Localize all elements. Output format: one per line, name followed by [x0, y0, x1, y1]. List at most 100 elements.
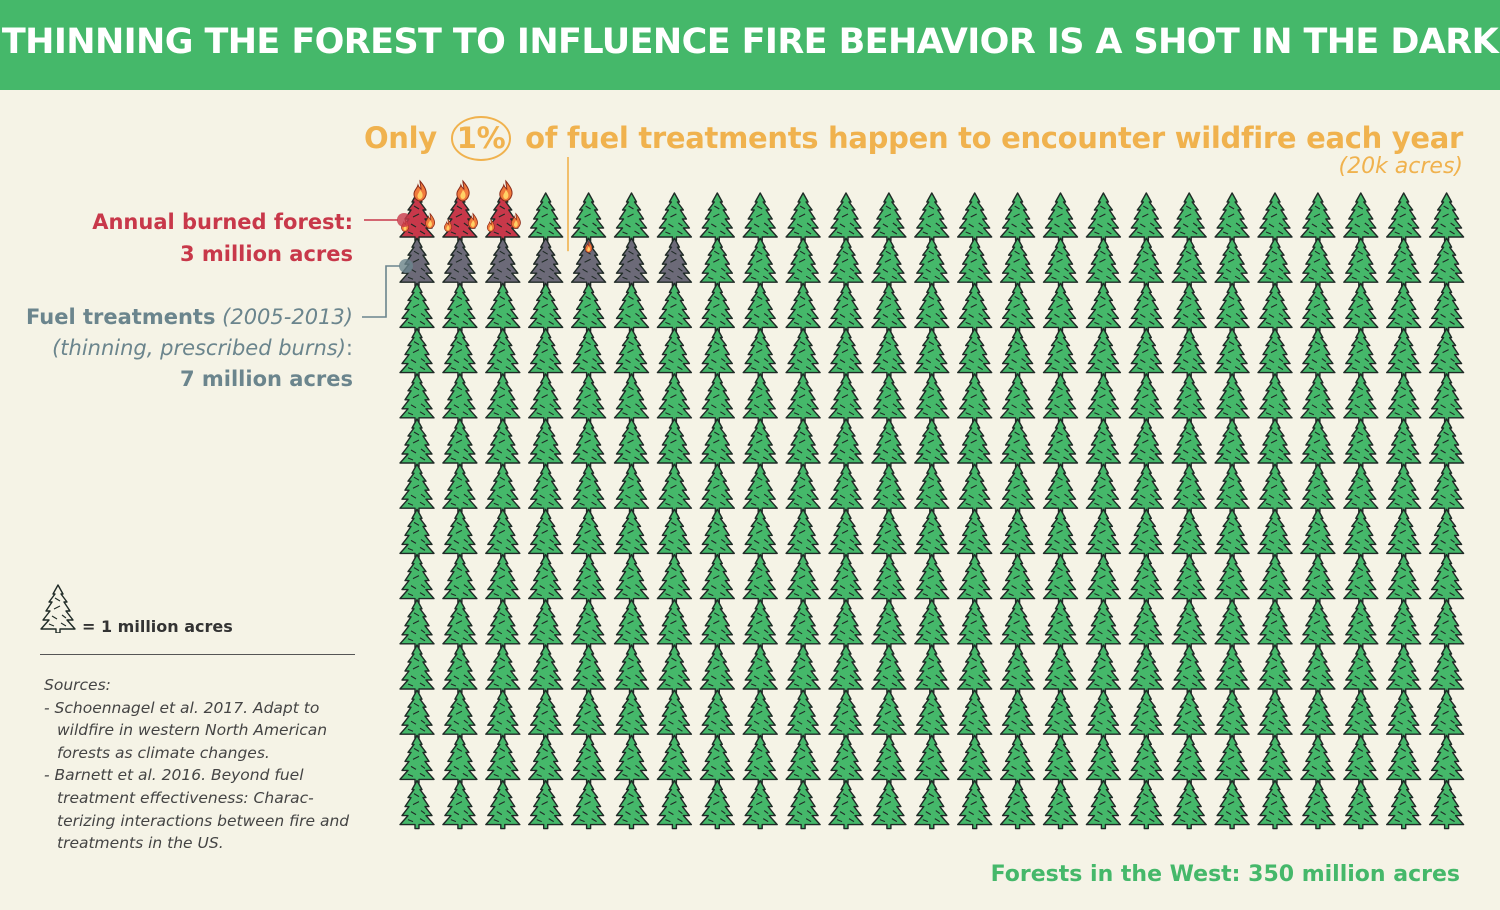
forest-tree-mark — [1171, 282, 1207, 333]
tree-slot — [613, 327, 650, 378]
forest-tree-mark — [1128, 553, 1165, 604]
tree-slot — [1171, 327, 1207, 378]
tree-slot — [442, 179, 478, 242]
forest-tree-mark — [1085, 373, 1122, 423]
tree-slot — [957, 373, 993, 423]
forest-tree-mark — [613, 599, 650, 649]
fire-icon — [499, 179, 513, 202]
forest-tree-mark — [1428, 689, 1465, 739]
forest-tree-mark — [1385, 373, 1422, 423]
tree-slot — [1257, 327, 1293, 378]
forest-tree-mark — [656, 463, 693, 513]
tree-slot — [828, 192, 864, 242]
tree-slot — [442, 734, 478, 785]
forest-tree-mark — [1257, 373, 1293, 423]
forest-tree-mark — [1042, 463, 1079, 513]
tree-slot — [1042, 644, 1079, 694]
forest-tree-mark — [828, 779, 864, 830]
tree-slot — [1214, 734, 1250, 785]
tree-slot — [957, 553, 993, 604]
tree-slot — [1171, 644, 1207, 694]
forest-tree-mark — [914, 418, 950, 468]
tree-slot — [485, 179, 521, 242]
forest-tree-mark — [999, 779, 1036, 830]
forest-tree-mark — [1428, 237, 1465, 287]
forest-tree-mark — [528, 599, 564, 649]
tree-slot — [570, 327, 607, 378]
forest-tree-mark — [699, 237, 735, 287]
forest-tree-mark — [570, 463, 607, 513]
tree-slot — [914, 327, 950, 378]
tree-slot — [1042, 734, 1079, 785]
fuel-label-years: (2005-2013) — [222, 305, 353, 329]
tree-slot — [613, 644, 650, 694]
tree-slot — [570, 282, 607, 333]
forest-tree-mark — [1300, 508, 1336, 559]
forest-tree-mark — [699, 553, 735, 604]
tree-slot — [828, 418, 864, 468]
forest-tree-mark — [785, 327, 821, 378]
forest-tree-mark — [1428, 508, 1465, 559]
tree-slot — [399, 179, 436, 242]
tree-slot — [742, 689, 778, 739]
forest-tree-mark — [1128, 237, 1165, 287]
forest-tree-mark — [999, 553, 1036, 604]
tree-slot — [914, 734, 950, 785]
forest-tree-mark — [914, 327, 950, 378]
forest-tree-mark — [1085, 282, 1122, 333]
headline-prefix: Only — [363, 121, 437, 155]
forest-tree-mark — [1171, 599, 1207, 649]
tree-slot — [957, 508, 993, 559]
forest-tree-mark — [914, 373, 950, 423]
forest-tree-mark — [1042, 373, 1079, 423]
tree-slot — [442, 237, 478, 287]
forest-tree-mark — [1128, 779, 1165, 830]
tree-slot — [656, 508, 693, 559]
burned-label: Annual burned forest: 3 million acres — [92, 206, 353, 270]
tree-slot — [399, 282, 435, 333]
source-item: - Barnett et al. 2016. Beyond fuel treat… — [44, 766, 350, 853]
tree-slot — [656, 599, 693, 649]
tree-slot — [1128, 553, 1165, 604]
tree-slot — [871, 282, 907, 333]
forest-tree-mark — [1257, 599, 1293, 649]
tree-slot — [528, 237, 564, 287]
forest-tree-mark — [1257, 463, 1293, 513]
forest-tree-mark — [1214, 373, 1250, 423]
forest-tree-mark — [485, 779, 521, 830]
tree-slot — [656, 779, 693, 830]
tree-slot — [570, 644, 607, 694]
tree-slot — [1214, 192, 1250, 242]
forest-tree-mark — [699, 508, 735, 559]
page-title: THINNING THE FOREST TO INFLUENCE FIRE BE… — [1, 22, 1499, 62]
tree-slot — [1128, 282, 1165, 333]
tree-slot — [1128, 644, 1165, 694]
forest-tree-mark — [871, 463, 907, 513]
tree-slot — [1257, 282, 1293, 333]
forest-tree-mark — [1085, 463, 1122, 513]
tree-slot — [871, 553, 907, 604]
tree-slot — [528, 327, 564, 378]
forest-tree-mark — [742, 282, 778, 333]
forest-tree-mark — [957, 689, 993, 739]
forest-tree-mark — [485, 734, 521, 785]
forest-tree-mark — [399, 779, 435, 830]
forest-tree-mark — [1343, 734, 1379, 785]
forest-tree-mark — [1385, 779, 1422, 830]
forest-tree-mark — [871, 418, 907, 468]
tree-slot — [656, 237, 693, 287]
forest-tree-mark — [785, 463, 821, 513]
forest-tree-mark — [1343, 644, 1379, 694]
forest-tree-mark — [656, 508, 693, 559]
title-banner: THINNING THE FOREST TO INFLUENCE FIRE BE… — [0, 0, 1500, 90]
forest-tree-mark — [442, 599, 478, 649]
forest-tree-mark — [1085, 237, 1122, 287]
tree-slot — [957, 644, 993, 694]
tree-slot — [1085, 192, 1122, 242]
tree-slot — [999, 508, 1036, 559]
forest-tree-mark — [871, 373, 907, 423]
forest-tree-mark — [742, 327, 778, 378]
tree-slot — [914, 463, 950, 513]
forest-tree-mark — [871, 734, 907, 785]
forest-tree-mark — [1385, 689, 1422, 739]
